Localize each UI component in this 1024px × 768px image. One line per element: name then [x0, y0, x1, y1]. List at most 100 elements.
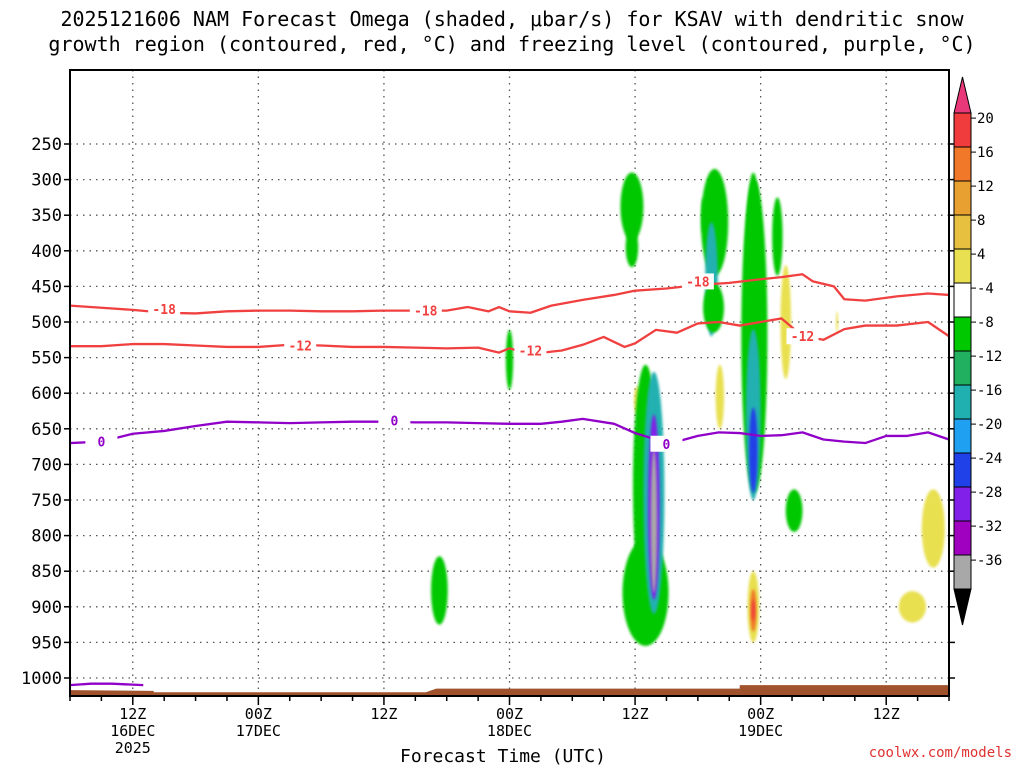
colorbar-label-4: 4 [977, 247, 985, 263]
x-tick-label-48-1: 18DEC [487, 722, 532, 740]
colorbar-segment-1 [953, 112, 972, 148]
x-tick-label-72-1: 19DEC [738, 722, 783, 740]
y-tick-label-450: 450 [31, 277, 62, 297]
colorbar-bottom-arrow [953, 588, 972, 626]
colorbar-label-0: 20 [977, 111, 994, 127]
omega-cell-25 [785, 489, 803, 533]
colorbar-label-3: 8 [977, 213, 985, 229]
y-tick-label-1000: 1000 [21, 669, 62, 689]
omega-cell-23 [772, 197, 783, 276]
omega-cell-0 [431, 556, 448, 625]
contour-label-bg [514, 342, 547, 359]
contour-label-0-1: -18 [414, 305, 438, 320]
colorbar-label-9: -20 [977, 417, 1002, 433]
colorbar-label-6: -8 [977, 315, 994, 331]
y-tick-label-400: 400 [31, 242, 62, 262]
colorbar-label-10: -24 [977, 451, 1002, 467]
contour-label-2-1: 0 [390, 414, 398, 429]
y-tick-label-250: 250 [31, 135, 62, 155]
chart-title-line-2: growth region (contoured, red, °C) and f… [48, 32, 976, 56]
contour-label-bg [409, 302, 442, 319]
contour-label-bg [681, 273, 714, 290]
contour-label-0-0: -18 [152, 303, 176, 318]
y-tick-label-300: 300 [31, 171, 62, 191]
contour-label-bg [85, 433, 118, 450]
contour-line-3 [69, 682, 144, 687]
contour-label-bg [650, 435, 683, 452]
contour-label-bg [148, 301, 181, 318]
omega-cell-22 [751, 599, 755, 622]
terrain-surface [70, 685, 949, 696]
colorbar-segment-10 [953, 418, 972, 454]
colorbar-label-12: -32 [977, 519, 1002, 535]
terrain-fill [70, 685, 949, 696]
y-tick-label-800: 800 [31, 527, 62, 547]
x-tick-label-72-0: 00Z [747, 705, 774, 723]
y-tick-label-550: 550 [31, 349, 62, 369]
contour-label-0-2: -18 [686, 275, 710, 290]
colorbar-segment-13 [953, 520, 972, 556]
x-tick-label-12-0: 12Z [119, 705, 146, 723]
colorbar-segment-12 [953, 486, 972, 522]
contour-label-1-1: -12 [519, 344, 542, 359]
omega-cell-27 [898, 591, 926, 623]
colorbar-segment-8 [953, 350, 972, 386]
y-tick-label-500: 500 [31, 313, 62, 333]
colorbar: 20 16 12 8 4 -4 -8 -12 -16 -20 -24 -28 -32 -36 [953, 76, 1002, 626]
x-tick-label-60-0: 12Z [622, 705, 649, 723]
colorbar-label-13: -36 [977, 553, 1002, 569]
contour-label-1-0: -12 [288, 339, 311, 354]
omega-cell-9 [650, 450, 658, 593]
colorbar-label-1: 16 [977, 145, 994, 161]
y-tick-label-700: 700 [31, 455, 62, 475]
contour-label-2-2: 0 [663, 438, 671, 453]
contour-line-2 [69, 417, 950, 445]
contour-label-2-0: 0 [97, 436, 105, 451]
colorbar-label-8: -16 [977, 383, 1002, 399]
source-credit: coolwx.com/models [868, 745, 1012, 761]
colorbar-segment-3 [953, 180, 972, 216]
colorbar-segment-7 [953, 316, 972, 352]
omega-shading [431, 168, 945, 646]
y-tick-label-600: 600 [31, 384, 62, 404]
temperature-contours: -18 -18 -18 -12 -12 -12 0 0 0 [69, 273, 950, 687]
colorbar-label-11: -28 [977, 485, 1002, 501]
y-tick-label-650: 650 [31, 420, 62, 440]
x-tick-label-12-1: 16DEC [110, 722, 155, 740]
omega-cell-14 [715, 364, 725, 429]
colorbar-segment-11 [953, 452, 972, 488]
y-tick-label-350: 350 [31, 206, 62, 226]
contour-label-bg [786, 328, 819, 345]
colorbar-top-arrow [953, 76, 972, 114]
contour-label-1-2: -12 [791, 330, 814, 345]
omega-cell-19 [749, 407, 758, 493]
colorbar-label-5: -4 [977, 281, 994, 297]
omega-cell-13 [703, 282, 725, 333]
colorbar-segment-5 [953, 248, 972, 284]
x-tick-label-36-0: 12Z [370, 705, 397, 723]
omega-cell-2 [620, 172, 644, 241]
omega-cell-1 [505, 329, 514, 390]
pressure-axis: 250 300 350 400 450 500 550 600 650 700 750 800 850 9… [21, 135, 955, 689]
x-tick-label-12-2: 2025 [115, 739, 151, 757]
chart-title-line-1: 2025121606 NAM Forecast Omega (shaded, μ… [60, 7, 964, 31]
y-tick-label-850: 850 [31, 562, 62, 582]
x-tick-label-24-1: 17DEC [236, 722, 281, 740]
colorbar-segment-9 [953, 384, 972, 420]
omega-cell-3 [625, 227, 639, 268]
y-tick-label-950: 950 [31, 633, 62, 653]
omega-cell-28 [921, 489, 945, 568]
colorbar-segment-4 [953, 214, 972, 250]
x-tick-label-24-0: 00Z [245, 705, 272, 723]
contour-label-bg [378, 412, 411, 429]
contour-label-bg [284, 337, 317, 354]
x-tick-label-84-0: 12Z [873, 705, 900, 723]
colorbar-segment-14 [953, 554, 972, 590]
y-tick-label-750: 750 [31, 491, 62, 511]
colorbar-segment-6 [953, 282, 972, 318]
contour-line-0 [69, 273, 950, 315]
x-tick-label-48-0: 00Z [496, 705, 523, 723]
colorbar-segment-2 [953, 146, 972, 182]
